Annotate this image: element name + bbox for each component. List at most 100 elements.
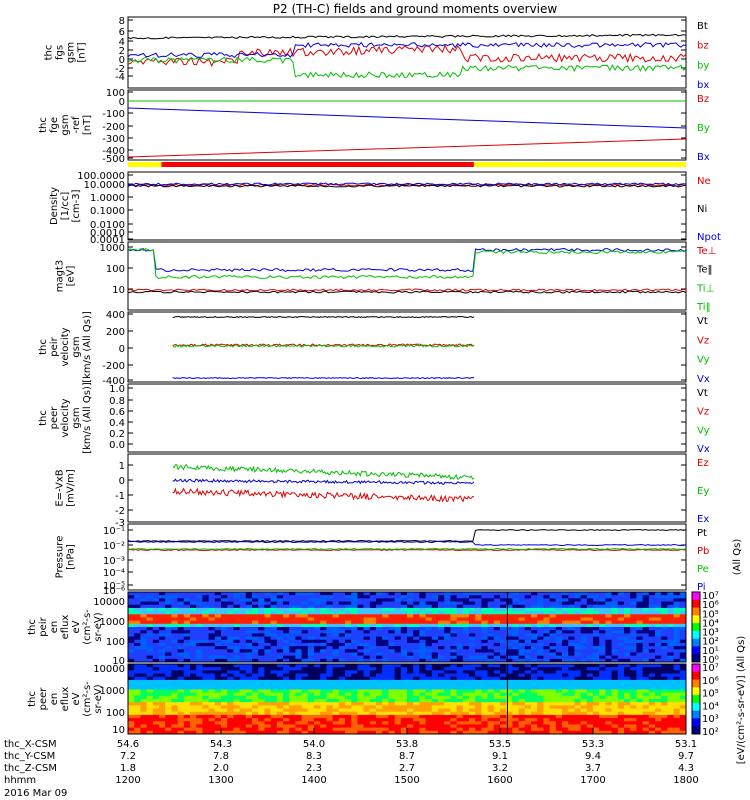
spec-cell	[239, 664, 247, 668]
spec-cell	[369, 655, 377, 660]
spec-cell	[128, 639, 135, 644]
spec-cell	[146, 702, 154, 706]
spec-cell	[171, 708, 179, 713]
legend-entry: Ti⊥	[696, 283, 714, 294]
spec-cell	[407, 679, 414, 684]
spec-cell	[233, 667, 241, 671]
spec-cell	[419, 692, 427, 697]
spec-cell	[661, 673, 668, 678]
spec-cell	[301, 686, 309, 690]
spec-cell	[667, 607, 675, 612]
spec-cell	[642, 702, 650, 706]
spec-cell	[599, 664, 606, 668]
spec-cell	[159, 718, 166, 722]
spec-cell	[493, 686, 501, 690]
spec-cell	[376, 721, 383, 725]
spec-cell	[152, 620, 160, 625]
spec-cell	[444, 614, 451, 618]
spec-cell	[307, 724, 315, 729]
spec-cell	[159, 667, 166, 671]
legend-entry: Bt	[697, 21, 708, 32]
spec-cell	[518, 699, 526, 703]
spec-cell	[357, 679, 365, 684]
spec-cell	[270, 620, 278, 625]
spec-cell	[407, 655, 414, 660]
spec-cell	[270, 708, 278, 713]
y-tick-label: -200	[102, 361, 125, 372]
spec-cell	[233, 623, 241, 628]
spec-cell	[239, 667, 247, 671]
spec-cell	[642, 595, 650, 599]
spec-cell	[320, 686, 327, 690]
spec-cell	[345, 598, 352, 603]
spec-cell	[258, 727, 265, 732]
spec-cell	[673, 683, 681, 687]
spec-cell	[177, 611, 185, 615]
spec-cell	[357, 658, 365, 663]
spec-cell	[487, 705, 495, 710]
spec-cell	[351, 664, 358, 668]
spec-cell	[264, 683, 272, 687]
spec-cell	[239, 642, 247, 647]
spec-cell	[227, 630, 234, 634]
spec-cell	[617, 604, 625, 609]
spec-cell	[400, 664, 408, 668]
spec-cell	[655, 714, 662, 719]
spec-cell	[208, 642, 216, 647]
spec-cell	[630, 646, 637, 650]
spec-cell	[351, 730, 358, 735]
spec-cell	[128, 683, 135, 687]
spec-cell	[642, 620, 650, 625]
spec-cell	[586, 714, 594, 719]
spec-cell	[667, 724, 675, 729]
spec-cell	[221, 689, 228, 694]
spec-cell	[338, 714, 346, 719]
spec-cell	[270, 607, 278, 612]
spec-cell	[245, 617, 253, 622]
spec-cell	[648, 611, 656, 615]
spec-cell	[444, 630, 451, 634]
spec-cell	[196, 633, 203, 638]
spec-cell	[363, 711, 371, 716]
spec-cell	[388, 639, 396, 644]
spec-cell	[543, 639, 551, 644]
spec-cell	[177, 673, 185, 678]
y-tick-label: 400	[106, 310, 125, 321]
spec-cell	[301, 658, 309, 663]
spec-cell	[214, 620, 222, 625]
spec-cell	[518, 686, 526, 690]
spec-cell	[407, 667, 414, 671]
spec-cell	[531, 705, 538, 710]
spec-cell	[214, 686, 222, 690]
spec-cell	[152, 718, 160, 722]
spec-cell	[345, 670, 352, 675]
spec-cell	[431, 627, 439, 631]
spec-cell	[407, 652, 414, 657]
spec-cell	[667, 649, 675, 653]
spec-cell	[152, 592, 160, 596]
spec-cell	[549, 673, 557, 678]
spec-cell	[239, 598, 247, 603]
colorbar-tick: 10²	[702, 637, 719, 648]
spec-cell	[667, 627, 675, 631]
spec-cell	[642, 611, 650, 615]
spec-cell	[642, 655, 650, 660]
spec-cell	[450, 679, 458, 684]
spec-cell	[431, 598, 439, 603]
spec-cell	[407, 620, 414, 625]
spec-cell	[419, 633, 427, 638]
spec-cell	[655, 673, 662, 678]
spec-cell	[431, 667, 439, 671]
spec-cell	[524, 711, 532, 716]
spec-cell	[574, 614, 582, 618]
spec-cell	[555, 695, 563, 700]
spec-cell	[196, 708, 203, 713]
spec-cell	[407, 658, 414, 663]
spec-cell	[171, 724, 179, 729]
spec-cell	[462, 627, 470, 631]
spec-cell	[171, 604, 179, 609]
spec-cell	[493, 711, 501, 716]
spec-cell	[413, 627, 420, 631]
spec-cell	[283, 708, 290, 713]
spec-cell	[351, 595, 358, 599]
